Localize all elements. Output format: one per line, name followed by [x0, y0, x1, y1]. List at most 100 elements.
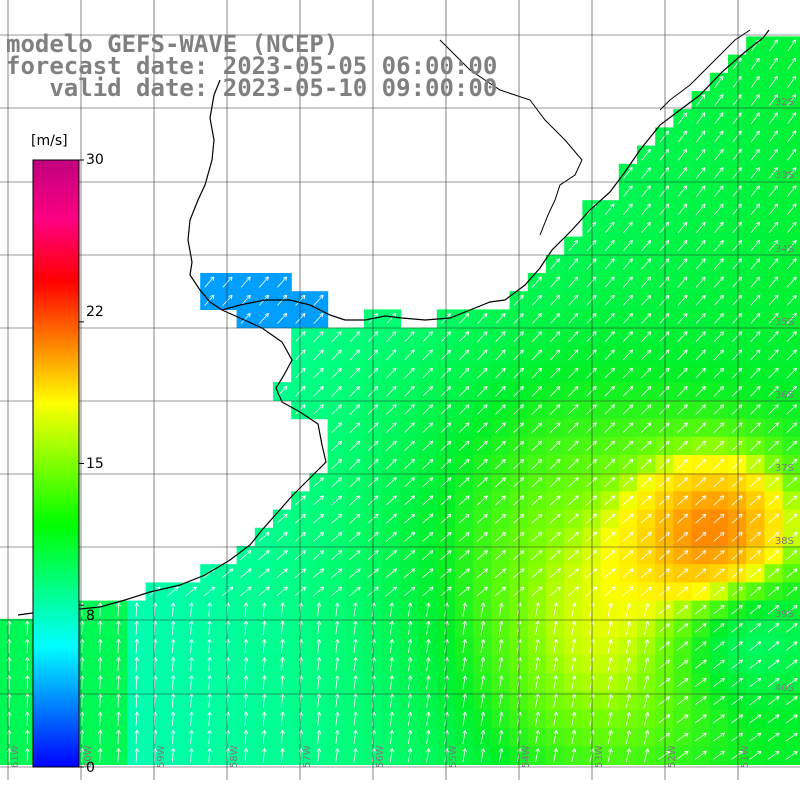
wind-cell	[600, 218, 620, 238]
wind-cell	[746, 637, 765, 656]
wind-cell	[618, 254, 638, 274]
wind-arrow	[586, 477, 597, 488]
wind-arrow	[567, 513, 579, 524]
wind-cell	[491, 345, 511, 365]
wind-arrow	[389, 748, 395, 763]
wind-cell	[455, 345, 474, 365]
wind-arrow	[261, 657, 267, 672]
wind-arrow	[331, 404, 343, 415]
lon-label: 55W	[448, 745, 459, 768]
wind-cell	[364, 418, 383, 438]
wind-cell	[746, 473, 765, 492]
wind-arrow	[785, 623, 798, 633]
wind-arrow	[531, 495, 543, 506]
wind-cell	[691, 728, 711, 747]
wind-cell	[691, 691, 711, 711]
wind-arrow	[695, 167, 706, 179]
wind-cell	[382, 382, 401, 401]
wind-cell	[618, 200, 638, 219]
wind-arrow	[495, 440, 506, 451]
wind-arrow	[622, 458, 634, 470]
wind-cell	[728, 691, 747, 711]
wind-cell	[254, 546, 274, 565]
wind-arrow	[749, 604, 762, 615]
wind-cell	[746, 618, 765, 638]
wind-arrow	[389, 602, 395, 617]
colorbar-tick-30: 30	[86, 152, 104, 168]
wind-arrow	[749, 531, 761, 542]
wind-cell	[709, 564, 729, 583]
wind-arrow	[276, 513, 288, 524]
wind-cell	[764, 637, 784, 656]
wind-arrow	[331, 458, 343, 470]
wind-arrow	[785, 659, 798, 669]
wind-arrow	[403, 550, 416, 561]
wind-arrow	[641, 167, 651, 179]
wind-arrow	[677, 513, 689, 524]
wind-arrow	[676, 659, 689, 669]
wind-arrow	[713, 495, 725, 506]
wind-cell	[709, 655, 729, 674]
wind-cell	[618, 509, 638, 529]
wind-arrow	[480, 657, 486, 672]
wind-arrow	[641, 313, 652, 324]
wind-arrow	[604, 440, 616, 451]
wind-arrow	[786, 495, 798, 506]
wind-arrow	[676, 732, 689, 742]
wind-arrow	[786, 294, 797, 306]
wind-arrow	[25, 657, 30, 672]
wind-arrow	[731, 623, 743, 633]
wind-cell	[673, 436, 693, 456]
wind-arrow	[189, 638, 194, 654]
wind-arrow	[768, 276, 779, 288]
wind-arrow	[422, 331, 433, 343]
wind-arrow	[531, 313, 542, 324]
wind-cell	[400, 473, 420, 492]
wind-cell	[746, 564, 765, 583]
wind-arrow	[641, 294, 652, 306]
wind-cell	[655, 182, 674, 201]
wind-arrow	[641, 349, 652, 361]
wind-cell	[527, 309, 547, 329]
wind-arrow	[331, 550, 343, 561]
wind-cell	[273, 527, 292, 547]
wind-arrow	[731, 513, 743, 524]
wind-arrow	[749, 458, 761, 470]
wind-cell	[673, 163, 693, 183]
wind-cell	[709, 418, 729, 438]
lat-label: 34S	[775, 244, 794, 255]
wind-arrow	[732, 203, 742, 215]
wind-cell	[764, 746, 784, 765]
wind-cell	[254, 582, 274, 602]
wind-cell	[309, 582, 329, 602]
wind-arrow	[459, 331, 470, 343]
wind-cell	[746, 364, 765, 383]
wind-arrow	[312, 568, 325, 579]
lat-label: 33S	[775, 170, 794, 181]
wind-cell	[655, 400, 674, 420]
wind-cell	[691, 345, 711, 365]
wind-arrow	[476, 513, 488, 524]
coastline-uruguay	[329, 29, 770, 321]
wind-cell	[655, 254, 674, 274]
wind-arrow	[404, 404, 415, 415]
wind-arrow	[695, 185, 706, 197]
wind-cell	[728, 746, 747, 765]
wind-arrow	[240, 586, 252, 597]
wind-cell	[728, 236, 747, 256]
wind-arrow	[313, 404, 324, 415]
wind-arrow	[786, 331, 797, 343]
wind-arrow	[786, 440, 798, 451]
wind-cell	[691, 163, 711, 183]
wind-arrow	[713, 623, 725, 633]
wind-arrow	[476, 550, 488, 561]
wind-cell	[564, 273, 583, 292]
wind-arrow	[170, 748, 176, 763]
lon-label: 53W	[594, 745, 605, 768]
wind-cell	[746, 709, 765, 729]
wind-cell	[691, 582, 711, 602]
wind-cell	[655, 728, 674, 747]
wind-cell	[254, 564, 274, 583]
wind-cell	[637, 473, 656, 492]
wind-arrow	[404, 349, 415, 361]
